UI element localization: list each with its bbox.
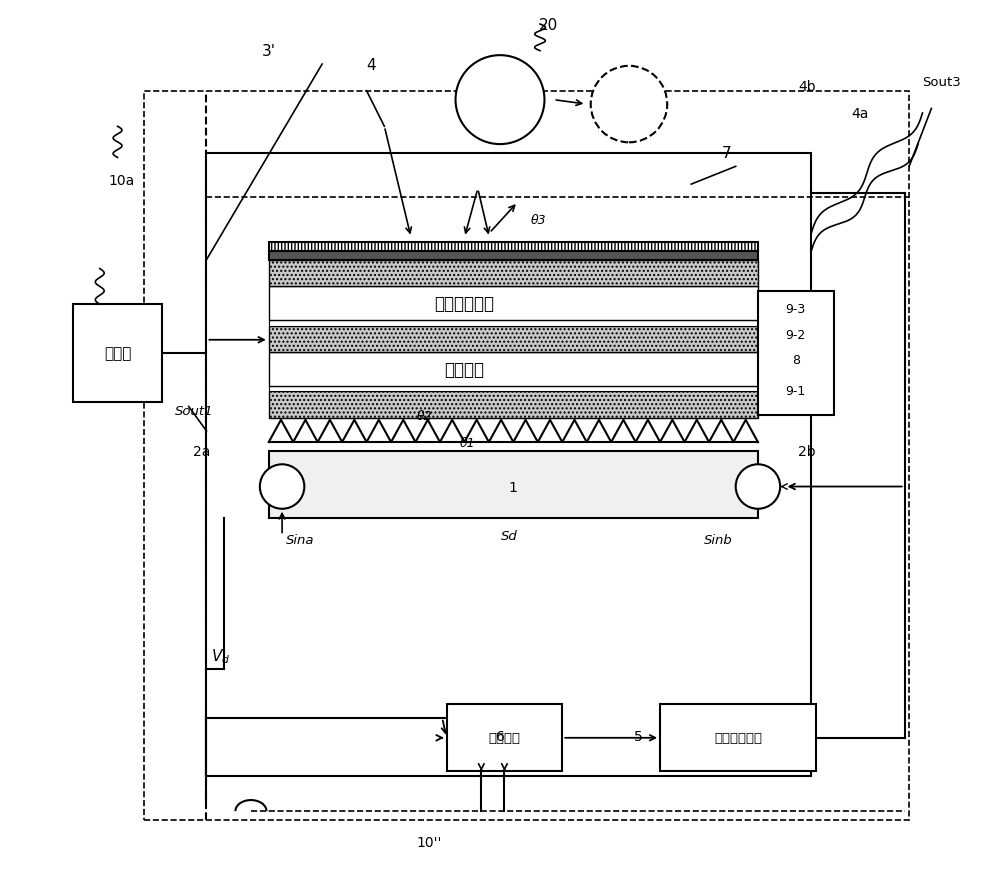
Text: 3': 3' xyxy=(262,44,276,59)
Text: Sd: Sd xyxy=(501,529,517,543)
Text: θ3: θ3 xyxy=(531,214,547,227)
Text: 控制电路: 控制电路 xyxy=(488,731,520,745)
Text: 4: 4 xyxy=(366,57,376,72)
Bar xyxy=(269,287,758,321)
Text: 2b: 2b xyxy=(798,444,816,459)
Text: Sout1: Sout1 xyxy=(175,405,214,418)
Text: Sout3: Sout3 xyxy=(922,76,961,89)
Text: 9-2: 9-2 xyxy=(786,329,806,342)
Bar xyxy=(269,251,758,260)
Text: 4a: 4a xyxy=(852,107,869,121)
Text: 同步驱动电路: 同步驱动电路 xyxy=(714,731,762,745)
Text: Sina: Sina xyxy=(286,534,314,547)
Text: 20: 20 xyxy=(539,18,559,32)
Bar xyxy=(447,704,562,772)
Bar xyxy=(269,386,758,392)
Text: 6: 6 xyxy=(496,729,504,743)
Text: θ2: θ2 xyxy=(417,409,432,422)
Bar xyxy=(206,154,811,776)
Text: Sinb: Sinb xyxy=(704,534,732,547)
Bar xyxy=(758,291,834,416)
Text: $V_d$: $V_d$ xyxy=(211,646,230,665)
Bar xyxy=(269,353,758,386)
Bar xyxy=(660,704,816,772)
Bar xyxy=(269,242,758,251)
Bar xyxy=(269,326,758,353)
Text: 7: 7 xyxy=(722,147,732,161)
Bar xyxy=(269,392,758,418)
Circle shape xyxy=(456,56,544,145)
Text: 4b: 4b xyxy=(798,80,816,94)
Text: θ1: θ1 xyxy=(460,436,476,449)
Text: 2a: 2a xyxy=(193,444,211,459)
Text: 9-3: 9-3 xyxy=(786,302,806,316)
Circle shape xyxy=(736,465,780,510)
Bar xyxy=(269,451,758,519)
Bar xyxy=(269,420,758,443)
Text: 8: 8 xyxy=(792,353,800,367)
Bar xyxy=(73,305,162,402)
Text: 10a: 10a xyxy=(109,173,135,188)
Bar xyxy=(269,260,758,287)
Text: 10'': 10'' xyxy=(416,835,442,849)
Circle shape xyxy=(591,67,667,143)
Text: 5: 5 xyxy=(633,729,642,743)
Text: 1: 1 xyxy=(509,480,518,494)
Circle shape xyxy=(260,465,304,510)
Bar xyxy=(269,321,758,326)
Text: 9-1: 9-1 xyxy=(786,384,806,398)
Text: 传感器: 传感器 xyxy=(104,346,131,361)
Bar xyxy=(144,91,909,820)
Text: 相位差板: 相位差板 xyxy=(444,360,484,379)
Text: 光学调制结构: 光学调制结构 xyxy=(434,295,494,313)
